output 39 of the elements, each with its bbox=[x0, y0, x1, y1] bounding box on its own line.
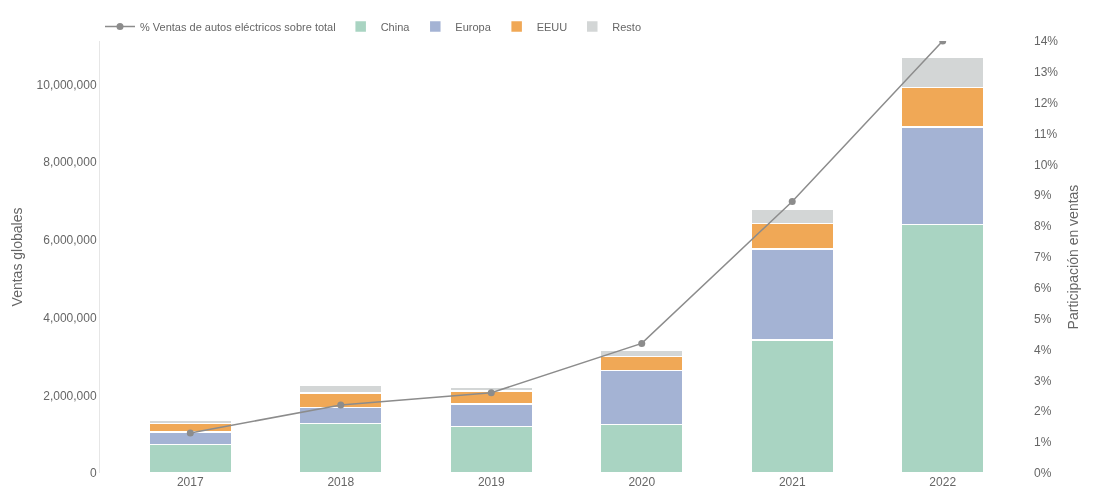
y2-tick-label: 4% bbox=[1034, 342, 1052, 357]
legend-label: Resto bbox=[612, 20, 642, 33]
y2-tick-label: 7% bbox=[1034, 250, 1052, 265]
point bbox=[337, 401, 345, 409]
y-tick-label: 2,000,000 bbox=[43, 388, 97, 403]
y-axis-title: Ventas globales bbox=[9, 207, 26, 307]
x-tick-label: 2018 bbox=[327, 475, 355, 489]
legend-label: % Ventas de autos eléctricos sobre total bbox=[140, 20, 336, 33]
y2-tick-label: 13% bbox=[1034, 65, 1059, 80]
x-tick-label: 2021 bbox=[778, 475, 806, 489]
y2-tick-label: 8% bbox=[1034, 219, 1052, 234]
y2-tick-label: 3% bbox=[1034, 373, 1052, 388]
y2-tick-label: 14% bbox=[1034, 34, 1059, 49]
y2-tick-label: 10% bbox=[1034, 157, 1059, 172]
y2-tick-label: 9% bbox=[1034, 188, 1052, 203]
x-tick-label: 2020 bbox=[628, 475, 656, 489]
point bbox=[638, 339, 646, 347]
y2-tick-label: 12% bbox=[1034, 95, 1059, 110]
point bbox=[788, 197, 796, 205]
y2-tick-label: 0% bbox=[1034, 466, 1052, 481]
y2-tick-label: 5% bbox=[1034, 311, 1052, 326]
legend-label: China bbox=[380, 20, 411, 33]
y-tick-label: 8,000,000 bbox=[43, 155, 97, 170]
x-tick-label: 2017 bbox=[176, 475, 204, 489]
y2-axis-title: Participación en ventas bbox=[1064, 184, 1081, 330]
y-tick-label: 4,000,000 bbox=[43, 310, 97, 325]
y2-tick-label: 11% bbox=[1034, 126, 1058, 141]
y-tick-label: 6,000,000 bbox=[43, 233, 97, 248]
x-tick-label: 2019 bbox=[477, 475, 505, 489]
x-tick-label: 2022 bbox=[929, 475, 957, 489]
y-tick-label: 10,000,000 bbox=[36, 77, 97, 92]
legend-label: EEUU bbox=[536, 20, 568, 33]
y-tick-label: 0 bbox=[89, 466, 97, 481]
point bbox=[186, 429, 194, 437]
legend-label: Europa bbox=[455, 20, 492, 33]
y2-tick-label: 1% bbox=[1034, 435, 1052, 450]
y2-tick-label: 2% bbox=[1034, 404, 1052, 419]
y2-tick-label: 6% bbox=[1034, 281, 1052, 296]
point bbox=[487, 389, 495, 397]
